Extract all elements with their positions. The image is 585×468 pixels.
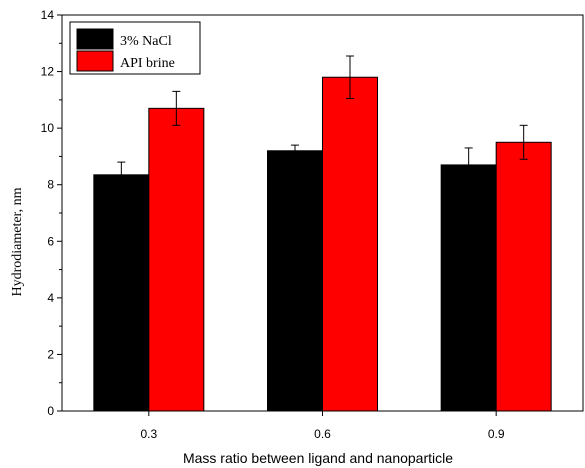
bars-layer — [93, 76, 552, 412]
legend-swatch-api-brine — [76, 50, 114, 72]
error-bars-layer — [117, 55, 528, 189]
y-tick-label: 2 — [47, 347, 54, 361]
axes-layer: 0 2 4 6 8 10 12 14 0.3 0.6 0.9 — [41, 8, 505, 441]
bar-api-brine-0.6 — [322, 76, 378, 412]
error-bar — [291, 144, 299, 157]
y-tick-label: 0 — [47, 404, 54, 418]
x-tick-label: 0.9 — [488, 427, 505, 441]
y-tick-label: 4 — [47, 291, 54, 305]
y-tick-label: 8 — [47, 178, 54, 192]
legend-swatch-3pct-nacl — [76, 28, 114, 50]
y-axis-label: Hydrodiameter, nm — [10, 187, 25, 296]
bar-api-brine-0.9 — [495, 141, 552, 412]
y-tick-label: 10 — [41, 121, 55, 135]
bar-3pct-nacl-0.6 — [267, 150, 323, 412]
y-tick-label: 14 — [41, 8, 55, 22]
error-bar — [172, 90, 181, 126]
error-bar — [519, 124, 528, 160]
x-tick-label: 0.3 — [140, 427, 157, 441]
legend-label-api-brine: API brine — [120, 56, 175, 71]
error-bar — [464, 147, 473, 183]
bar-3pct-nacl-0.3 — [93, 174, 150, 412]
error-bar — [117, 161, 126, 189]
bar-3pct-nacl-0.9 — [440, 164, 497, 412]
y-tick-label: 6 — [47, 234, 54, 248]
x-axis-label: Mass ratio between ligand and nanopartic… — [183, 450, 453, 466]
error-bar — [346, 55, 354, 99]
bar-api-brine-0.3 — [148, 107, 205, 412]
x-tick-label: 0.6 — [314, 427, 331, 441]
legend: 3% NaCl API brine — [69, 21, 201, 75]
y-tick-label: 12 — [41, 65, 55, 79]
legend-label-3pct-nacl: 3% NaCl — [120, 34, 172, 49]
